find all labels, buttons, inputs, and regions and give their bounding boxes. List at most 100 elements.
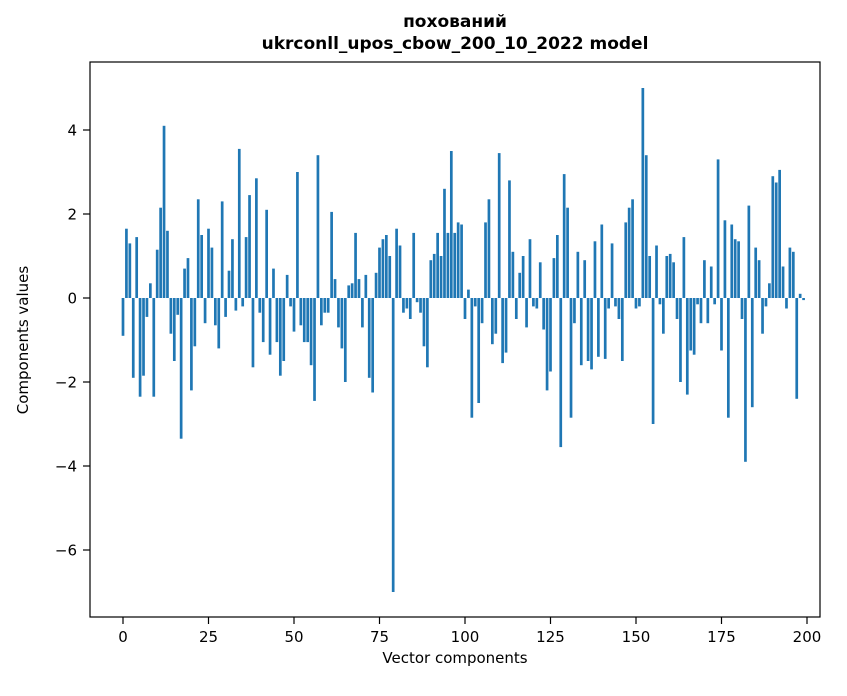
bar: [682, 237, 686, 298]
bar: [795, 298, 799, 399]
bar: [426, 298, 429, 368]
x-tick-labels: 0 25 50 75 100 125 150 175 200: [118, 628, 821, 646]
bar: [726, 298, 730, 418]
bar: [576, 251, 580, 298]
bar: [258, 298, 262, 313]
bar: [610, 243, 614, 298]
bar: [193, 298, 197, 347]
bar: [443, 188, 446, 298]
bar: [802, 298, 805, 301]
y-axis-ticks: [83, 129, 90, 551]
bar: [672, 262, 675, 298]
bar: [347, 285, 351, 298]
y-tick-labels: 4 2 0 −2 −4 −6: [55, 122, 77, 560]
bar: [289, 298, 292, 307]
bar: [545, 298, 549, 391]
bar: [343, 298, 347, 382]
x-tick-label: 25: [199, 628, 218, 646]
bar: [145, 298, 149, 317]
bar: [340, 298, 344, 349]
bar: [569, 298, 573, 418]
bar: [579, 298, 583, 366]
bar: [477, 298, 481, 403]
bar: [744, 298, 747, 462]
x-tick-label: 75: [370, 628, 389, 646]
bar: [186, 258, 190, 298]
bar: [275, 298, 279, 343]
bar: [487, 199, 491, 298]
bar: [255, 178, 258, 298]
bar: [774, 182, 778, 298]
bar: [432, 253, 436, 298]
bar: [306, 298, 310, 343]
bar: [750, 298, 754, 408]
bar: [573, 298, 576, 324]
bar: [586, 298, 590, 361]
y-tick-label: −2: [55, 374, 77, 392]
bar: [326, 298, 330, 313]
bar: [504, 298, 508, 353]
bar: [429, 260, 433, 298]
bar: [159, 207, 162, 298]
y-axis-label: Components values: [14, 266, 32, 415]
bar: [768, 283, 771, 298]
bar: [583, 260, 587, 298]
bar: [532, 298, 535, 307]
bar: [733, 239, 737, 298]
bar: [473, 298, 477, 307]
bar: [467, 289, 470, 298]
bar: [398, 245, 402, 298]
bar: [210, 247, 214, 298]
bar: [296, 172, 299, 298]
y-tick-label: −4: [55, 458, 77, 476]
y-tick-label: 0: [67, 290, 77, 308]
bar: [402, 298, 405, 313]
bar: [791, 251, 795, 298]
bar: [747, 205, 751, 298]
bar: [552, 258, 556, 298]
bar: [555, 235, 559, 298]
bar: [220, 201, 224, 298]
bar: [248, 195, 251, 298]
x-tick-label: 100: [451, 628, 480, 646]
bar: [720, 298, 723, 351]
axes-frame: [89, 61, 821, 618]
bar: [713, 298, 717, 305]
bar: [449, 151, 453, 298]
bar: [320, 298, 323, 326]
bar: [778, 169, 781, 298]
bar: [299, 298, 303, 326]
bar: [525, 298, 528, 328]
bar: [624, 222, 628, 298]
bar: [559, 298, 563, 448]
bar: [620, 298, 624, 361]
bar: [665, 256, 669, 298]
bar: [617, 298, 621, 319]
bar: [689, 298, 693, 351]
bar: [183, 268, 186, 298]
bar: [333, 279, 337, 298]
bar: [125, 228, 128, 298]
bar: [484, 222, 487, 298]
bar: [439, 256, 443, 298]
bar: [316, 155, 320, 298]
bar: [644, 155, 648, 298]
bar: [740, 298, 744, 319]
bar: [367, 298, 371, 378]
bar: [771, 176, 775, 298]
bar: [597, 298, 600, 357]
bar: [716, 159, 720, 298]
bar: [590, 298, 593, 370]
bar: [638, 298, 641, 307]
bar: [634, 298, 638, 309]
bar: [798, 293, 802, 298]
bar: [213, 298, 217, 326]
bar: [631, 199, 634, 298]
bar: [668, 253, 672, 298]
bar: [196, 199, 200, 298]
bar: [679, 298, 682, 382]
bar: [491, 298, 494, 345]
bar: [696, 298, 699, 305]
bar: [706, 298, 710, 324]
